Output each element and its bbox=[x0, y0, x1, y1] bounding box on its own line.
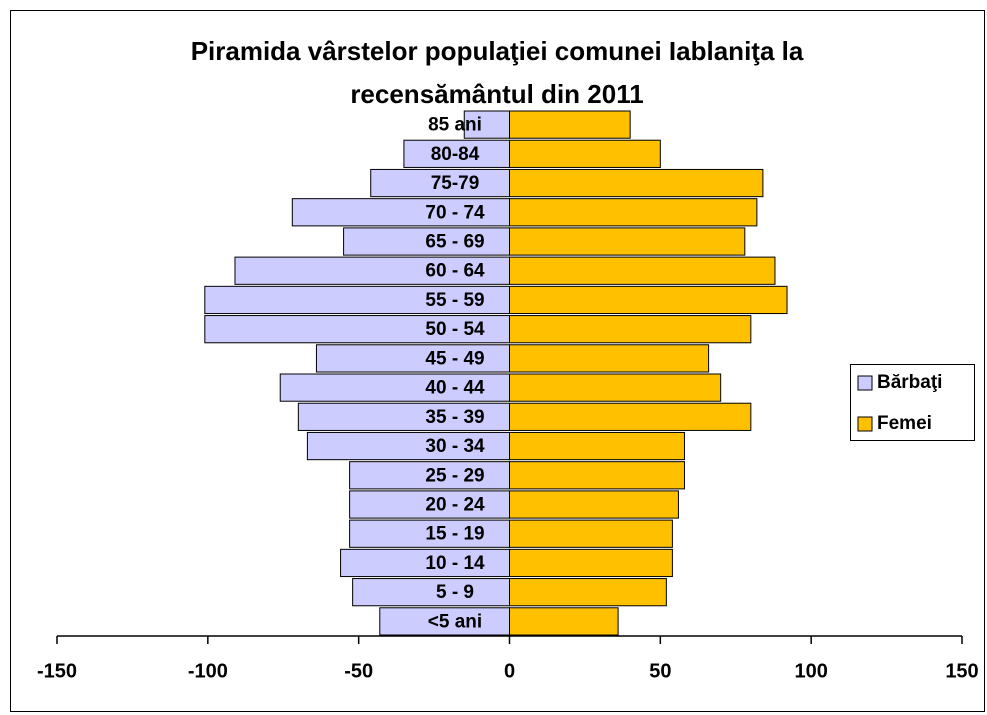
bar bbox=[509, 519, 673, 548]
bar bbox=[463, 110, 510, 139]
bar bbox=[509, 578, 667, 607]
bar bbox=[370, 168, 510, 198]
category-label: 30 - 34 bbox=[425, 436, 485, 457]
category-label: 60 - 64 bbox=[425, 261, 485, 282]
legend-swatch bbox=[857, 416, 873, 432]
x-tick-label: -50 bbox=[344, 660, 373, 682]
category-label: 85 ani bbox=[428, 115, 482, 136]
chart-title: Piramida vârstelor populaţiei comunei Ia… bbox=[190, 36, 804, 109]
bar bbox=[509, 461, 685, 490]
legend-label: Femei bbox=[877, 413, 932, 434]
bar bbox=[509, 373, 722, 402]
bar bbox=[352, 578, 510, 607]
bar bbox=[509, 256, 776, 285]
bar bbox=[509, 315, 752, 344]
x-tick-label: 150 bbox=[945, 660, 978, 682]
bar bbox=[509, 490, 679, 519]
legend-label: Bărbaţi bbox=[877, 372, 942, 393]
category-label: 65 - 69 bbox=[425, 232, 484, 253]
bar bbox=[509, 227, 746, 256]
bar bbox=[509, 139, 661, 168]
bar bbox=[306, 431, 510, 461]
category-label: 5 - 9 bbox=[436, 582, 474, 603]
bar bbox=[509, 431, 685, 461]
category-label: 10 - 14 bbox=[425, 553, 485, 574]
x-tick-label: 50 bbox=[649, 660, 671, 682]
category-label: 25 - 29 bbox=[425, 465, 484, 486]
bar bbox=[297, 402, 511, 431]
x-tick-label: -150 bbox=[37, 660, 77, 682]
category-label: 35 - 39 bbox=[425, 407, 484, 428]
bar bbox=[509, 548, 673, 578]
bar bbox=[509, 110, 631, 139]
bar bbox=[204, 315, 510, 344]
category-label: 75-79 bbox=[431, 173, 480, 194]
x-tick-label: 100 bbox=[794, 660, 827, 682]
category-label: 50 - 54 bbox=[425, 319, 485, 340]
bar bbox=[349, 519, 510, 548]
bar bbox=[349, 490, 510, 519]
x-tick-label: -100 bbox=[188, 660, 228, 682]
bar bbox=[349, 461, 510, 490]
bar bbox=[509, 344, 710, 373]
category-label: 45 - 49 bbox=[425, 348, 484, 369]
bar bbox=[379, 607, 510, 636]
category-label: 80-84 bbox=[431, 144, 480, 165]
bar bbox=[403, 139, 510, 168]
category-label: 55 - 59 bbox=[425, 290, 484, 311]
bar bbox=[509, 607, 619, 636]
legend-swatch bbox=[857, 375, 873, 391]
category-label: <5 ani bbox=[428, 611, 482, 632]
bar bbox=[279, 373, 510, 402]
bar bbox=[234, 256, 510, 285]
category-label: 70 - 74 bbox=[425, 202, 485, 223]
bar bbox=[204, 285, 510, 315]
bar bbox=[509, 168, 764, 198]
bar bbox=[509, 285, 788, 315]
category-label: 20 - 24 bbox=[425, 495, 485, 516]
bar bbox=[509, 402, 752, 431]
bar bbox=[509, 198, 758, 227]
category-label: 40 - 44 bbox=[425, 378, 485, 399]
x-tick-label: 0 bbox=[504, 660, 515, 682]
bar bbox=[291, 198, 510, 227]
category-label: 15 - 19 bbox=[425, 524, 484, 545]
